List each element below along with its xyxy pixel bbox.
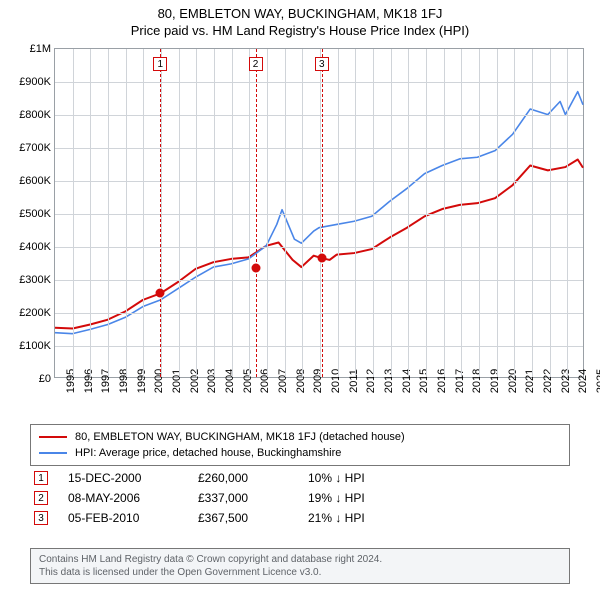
sale-row: 1 15-DEC-2000 £260,000 10% ↓ HPI	[30, 468, 570, 488]
sale-delta: 21% ↓ HPI	[308, 511, 428, 525]
y-axis-label: £600K	[19, 175, 51, 187]
grid-v	[214, 49, 215, 377]
x-axis-label: 2025	[585, 369, 600, 393]
y-axis-label: £400K	[19, 241, 51, 253]
page-subtitle: Price paid vs. HM Land Registry's House …	[0, 21, 600, 42]
grid-v	[532, 49, 533, 377]
grid-v	[108, 49, 109, 377]
sales-table: 1 15-DEC-2000 £260,000 10% ↓ HPI 2 08-MAY-200…	[30, 468, 570, 528]
grid-v	[514, 49, 515, 377]
sale-marker	[251, 263, 260, 272]
y-axis-label: £100K	[19, 340, 51, 352]
grid-v	[338, 49, 339, 377]
chart-legend: 80, EMBLETON WAY, BUCKINGHAM, MK18 1FJ (…	[30, 424, 570, 466]
grid-h	[55, 115, 583, 116]
sale-price: £260,000	[198, 471, 288, 485]
sale-price: £367,500	[198, 511, 288, 525]
attribution-box: Contains HM Land Registry data © Crown c…	[30, 548, 570, 584]
sale-delta: 10% ↓ HPI	[308, 471, 428, 485]
grid-h	[55, 280, 583, 281]
reference-line	[322, 49, 323, 377]
reference-line	[160, 49, 161, 377]
grid-h	[55, 346, 583, 347]
grid-h	[55, 313, 583, 314]
grid-v	[143, 49, 144, 377]
grid-v	[179, 49, 180, 377]
y-axis-label: £900K	[19, 76, 51, 88]
grid-v	[497, 49, 498, 377]
grid-v	[267, 49, 268, 377]
grid-v	[373, 49, 374, 377]
grid-v	[126, 49, 127, 377]
grid-v	[461, 49, 462, 377]
chart-svg	[55, 49, 583, 377]
legend-swatch	[39, 436, 67, 438]
grid-v	[408, 49, 409, 377]
sale-delta: 19% ↓ HPI	[308, 491, 428, 505]
attribution-line2: This data is licensed under the Open Gov…	[39, 566, 561, 579]
legend-swatch	[39, 452, 67, 454]
grid-v	[426, 49, 427, 377]
grid-v	[196, 49, 197, 377]
legend-row: 80, EMBLETON WAY, BUCKINGHAM, MK18 1FJ (…	[39, 429, 561, 445]
grid-h	[55, 247, 583, 248]
reference-marker-box: 2	[249, 57, 263, 71]
y-axis-label: £800K	[19, 109, 51, 121]
series-subject	[55, 160, 583, 329]
sale-marker	[156, 289, 165, 298]
sale-row: 3 05-FEB-2010 £367,500 21% ↓ HPI	[30, 508, 570, 528]
legend-row: HPI: Average price, detached house, Buck…	[39, 445, 561, 461]
grid-v	[90, 49, 91, 377]
y-axis-label: £1M	[30, 43, 51, 55]
legend-label: HPI: Average price, detached house, Buck…	[75, 445, 341, 461]
sale-date: 15-DEC-2000	[68, 471, 178, 485]
grid-v	[444, 49, 445, 377]
sale-ref-box: 2	[34, 491, 48, 505]
y-axis-label: £200K	[19, 307, 51, 319]
page-title: 80, EMBLETON WAY, BUCKINGHAM, MK18 1FJ	[0, 0, 600, 21]
sale-ref-box: 3	[34, 511, 48, 525]
attribution-line1: Contains HM Land Registry data © Crown c…	[39, 553, 561, 566]
y-axis-label: £0	[39, 373, 51, 385]
y-axis-label: £500K	[19, 208, 51, 220]
grid-h	[55, 82, 583, 83]
grid-h	[55, 148, 583, 149]
grid-v	[550, 49, 551, 377]
y-axis-label: £700K	[19, 142, 51, 154]
sale-ref-box: 1	[34, 471, 48, 485]
series-hpi	[55, 92, 583, 334]
reference-line	[256, 49, 257, 377]
sale-date: 08-MAY-2006	[68, 491, 178, 505]
grid-v	[302, 49, 303, 377]
sale-price: £337,000	[198, 491, 288, 505]
reference-marker-box: 1	[153, 57, 167, 71]
price-chart: £0£100K£200K£300K£400K£500K£600K£700K£80…	[54, 48, 584, 378]
sale-row: 2 08-MAY-2006 £337,000 19% ↓ HPI	[30, 488, 570, 508]
grid-v	[232, 49, 233, 377]
grid-v	[355, 49, 356, 377]
reference-marker-box: 3	[315, 57, 329, 71]
y-axis-label: £300K	[19, 274, 51, 286]
grid-v	[479, 49, 480, 377]
grid-v	[391, 49, 392, 377]
sale-marker	[317, 253, 326, 262]
grid-h	[55, 181, 583, 182]
grid-v	[285, 49, 286, 377]
grid-h	[55, 214, 583, 215]
grid-v	[249, 49, 250, 377]
grid-v	[567, 49, 568, 377]
sale-date: 05-FEB-2010	[68, 511, 178, 525]
legend-label: 80, EMBLETON WAY, BUCKINGHAM, MK18 1FJ (…	[75, 429, 405, 445]
grid-v	[73, 49, 74, 377]
